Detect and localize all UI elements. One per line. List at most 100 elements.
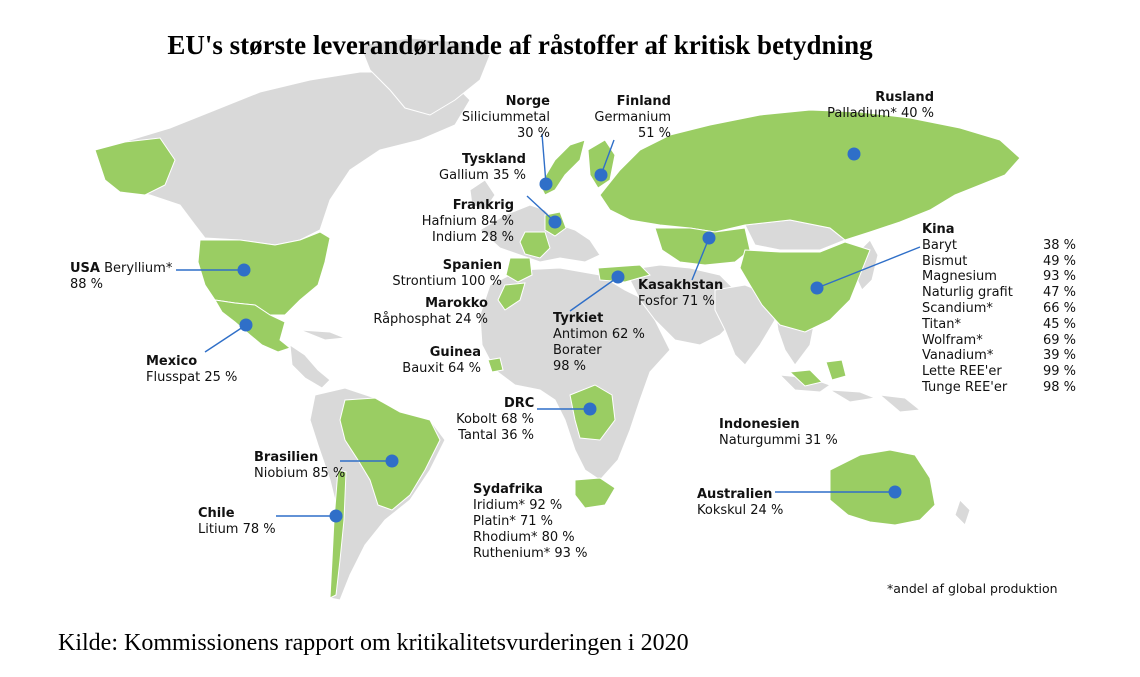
leader-kasakhstan <box>691 237 710 281</box>
marker-kina <box>810 281 824 295</box>
kina-shape <box>739 241 871 333</box>
kina-share: 66 % <box>1042 300 1076 316</box>
marker-drc <box>583 402 597 416</box>
brasilien-name: Brasilien <box>254 450 319 465</box>
spanien-material: Strontium <box>392 274 457 289</box>
sydafrika-item: Iridium* 92 % <box>473 498 563 513</box>
marker-usa <box>237 263 251 277</box>
marokko-share: 24 % <box>454 312 488 327</box>
frankrig-item: Hafnium 84 % <box>421 214 514 229</box>
footnote: *andel af global produktion <box>887 581 1058 596</box>
label-brasilien: Brasilien Niobium 85 % <box>254 450 345 482</box>
marker-norge <box>539 177 553 191</box>
label-guinea: Guinea Bauxit 64 % <box>380 345 481 377</box>
kina-share: 47 % <box>1042 285 1076 301</box>
kina-row: Lette REE'er 99 % <box>922 364 1076 380</box>
australien-shape <box>829 449 936 526</box>
kina-share: 98 % <box>1042 379 1076 395</box>
tyrkiet-item: 98 % <box>553 359 587 374</box>
marker-mexico <box>239 318 253 332</box>
kina-material: Tunge REE'er <box>922 379 1008 395</box>
label-mexico: Mexico Flusspat 25 % <box>146 354 237 386</box>
usa-shape <box>197 231 331 316</box>
frankrig-shape <box>519 231 551 259</box>
label-usa: USA Beryllium* 88 % <box>70 261 172 293</box>
kina-share: 45 % <box>1042 316 1076 332</box>
indonesien-shape-2 <box>825 359 847 381</box>
marker-tyskland <box>548 215 562 229</box>
label-indonesien: Indonesien Naturgummi 31 % <box>719 417 838 449</box>
indonesien-shape <box>788 369 823 387</box>
norge-name: Norge <box>505 94 550 109</box>
kina-row: Wolfram* 69 % <box>922 333 1076 349</box>
spanien-shape <box>505 257 533 283</box>
mexico-name: Mexico <box>146 354 198 369</box>
kina-material: Vanadium* <box>922 348 994 364</box>
marker-brasilien <box>385 454 399 468</box>
brasilien-material: Niobium <box>254 466 309 481</box>
sydafrika-name: Sydafrika <box>473 482 543 497</box>
marker-finland <box>594 168 608 182</box>
kina-row: Tunge REE'er 98 % <box>922 380 1076 396</box>
kina-row: Titan* 45 % <box>922 317 1076 333</box>
usa-share: 88 % <box>70 277 104 292</box>
sydafrika-shape <box>574 477 616 509</box>
kina-row: Naturlig grafit 47 % <box>922 285 1076 301</box>
kasakhstan-material: Fosfor <box>638 294 678 309</box>
label-marokko: Marokko Råphosphat 24 % <box>360 296 488 328</box>
norge-material: Siliciummetal <box>461 110 550 125</box>
kina-name: Kina <box>922 222 955 237</box>
rusland-material: Palladium* <box>827 106 897 121</box>
australien-share: 24 % <box>750 503 784 518</box>
norge-share: 30 % <box>516 126 550 141</box>
mexico-material: Flusspat <box>146 370 201 385</box>
tyskland-name: Tyskland <box>462 152 526 167</box>
label-spanien: Spanien Strontium 100 % <box>370 258 502 290</box>
tyrkiet-item: Antimon 62 % <box>553 327 645 342</box>
tyskland-material: Gallium <box>439 168 489 183</box>
guinea-share: 64 % <box>447 361 481 376</box>
kina-share: 99 % <box>1042 364 1076 380</box>
leader-mexico <box>204 324 247 353</box>
page-title: EU's største leverandørlande af råstoffe… <box>167 30 873 60</box>
usa-material: Beryllium* <box>104 261 173 276</box>
label-drc: DRC Kobolt 68 % Tantal 36 % <box>430 396 534 444</box>
marker-australien <box>888 485 902 499</box>
indonesien-share: 31 % <box>804 433 838 448</box>
indonesien-material: Naturgummi <box>719 433 801 448</box>
label-norge: Norge Siliciummetal 30 % <box>450 94 550 142</box>
leader-norge <box>541 133 547 185</box>
guinea-material: Bauxit <box>402 361 444 376</box>
marker-kasakhstan <box>702 231 716 245</box>
chile-material: Litium <box>198 522 239 537</box>
kina-row: Bismut 49 % <box>922 254 1076 270</box>
rusland-name: Rusland <box>875 90 934 105</box>
kina-row: Vanadium* 39 % <box>922 348 1076 364</box>
guinea-shape <box>487 357 504 373</box>
sydafrika-item: Ruthenium* 93 % <box>473 546 588 561</box>
australien-material: Kokskul <box>697 503 747 518</box>
finland-share: 51 % <box>637 126 671 141</box>
kina-share: 69 % <box>1042 332 1076 348</box>
marker-tyrkiet <box>611 270 625 284</box>
chile-share: 78 % <box>242 522 276 537</box>
kina-row: Baryt 38 % <box>922 238 1076 254</box>
leader-kina <box>816 246 921 289</box>
label-kasakhstan: Kasakhstan Fosfor 71 % <box>638 278 723 310</box>
finland-name: Finland <box>616 94 671 109</box>
kina-material: Scandium* <box>922 300 993 316</box>
brasilien-share: 85 % <box>312 466 346 481</box>
kina-material: Titan* <box>922 316 961 332</box>
kina-share: 38 % <box>1042 237 1076 253</box>
kina-material: Bismut <box>922 253 968 269</box>
sydafrika-item: Rhodium* 80 % <box>473 530 575 545</box>
marokko-shape <box>497 282 526 311</box>
spanien-name: Spanien <box>442 258 502 273</box>
frankrig-item: Indium 28 % <box>432 230 514 245</box>
tyskland-share: 35 % <box>492 168 526 183</box>
label-sydafrika: Sydafrika Iridium* 92 % Platin* 71 % Rho… <box>473 482 587 562</box>
kina-material: Baryt <box>922 237 958 253</box>
frankrig-name: Frankrig <box>452 198 514 213</box>
marokko-material: Råphosphat <box>373 312 451 327</box>
